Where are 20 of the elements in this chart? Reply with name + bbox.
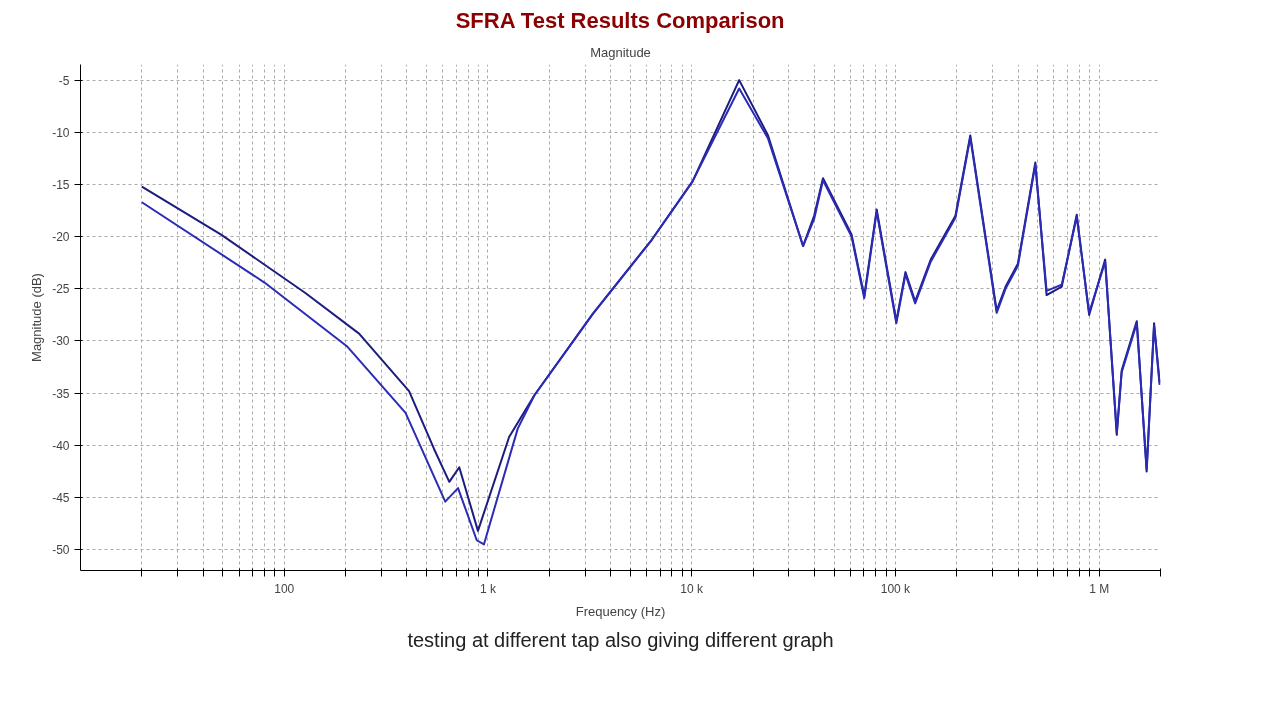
chart-subtitle: Magnitude [590, 44, 651, 60]
y-tick-label: -15 [52, 177, 70, 192]
x-tick-label: 100 [274, 581, 295, 596]
x-tick-label: 1 k [479, 581, 497, 596]
chart-title: SFRA Test Results Comparison [455, 7, 785, 33]
x-tick-label: 1 M [1089, 581, 1110, 596]
y-tick-label: -10 [52, 125, 70, 140]
x-axis-title: Frequency (Hz) [575, 603, 666, 619]
x-tick-label: 10 k [680, 581, 705, 596]
y-tick-label: -25 [52, 282, 70, 297]
y-tick-label: -35 [52, 386, 70, 401]
y-tick-label: -45 [52, 490, 70, 505]
y-tick-label: -20 [52, 230, 70, 245]
x-tick-label: 100 k [880, 581, 912, 596]
y-axis-title: Magnitude (dB) [29, 273, 45, 362]
y-tick-label: -5 [58, 73, 70, 88]
y-tick-label: -50 [52, 543, 70, 558]
text: testing at different tap also giving different graph [407, 628, 834, 651]
y-tick-label: -30 [52, 334, 70, 349]
y-tick-label: -40 [52, 438, 70, 453]
